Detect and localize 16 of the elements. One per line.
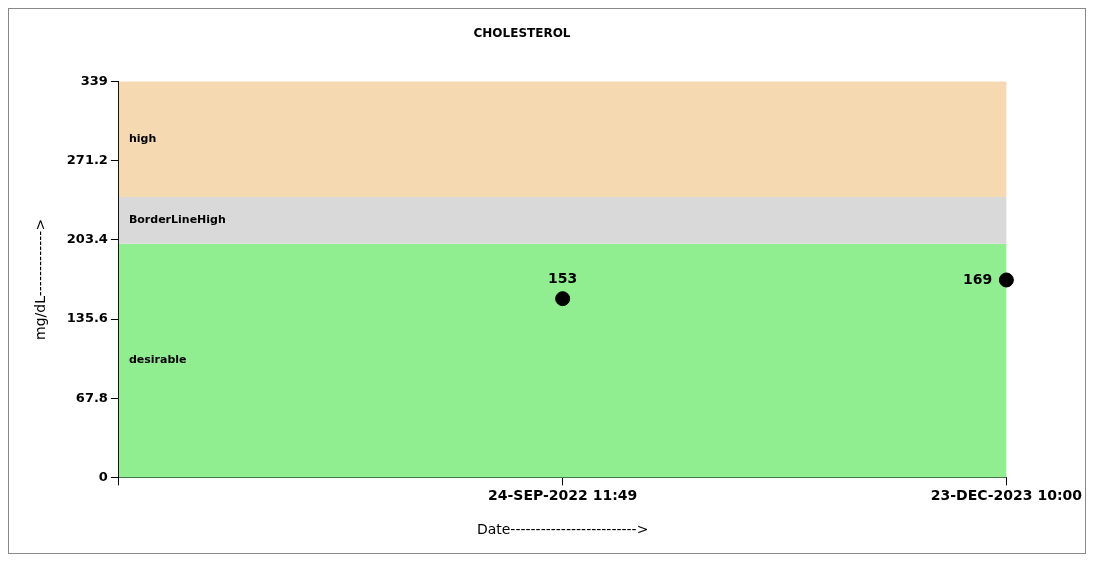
y-tick-label: 135.6 [66,310,108,326]
chart-title: CHOLESTEROL [473,26,571,41]
x-tick-label: 23-DEC-2023 10:00 [930,487,1083,504]
band-label: desirable [128,353,187,367]
y-tick-label: 67.8 [75,389,108,405]
x-tick-label: 24-SEP-2022 11:49 [488,487,638,504]
band-label: high [128,132,157,146]
y-tick-label: 203.4 [66,231,108,247]
band-label: BorderLineHigh [128,213,226,227]
x-axis-title: Date-------------------------> [476,521,649,538]
y-tick-label: 339 [80,72,108,88]
y-tick-label: 271.2 [66,151,108,167]
data-label: 169 [963,270,993,287]
data-label: 153 [548,270,578,287]
y-tick-label: 0 [98,468,108,484]
y-axis-title: mg/dL-------------> [32,218,49,340]
